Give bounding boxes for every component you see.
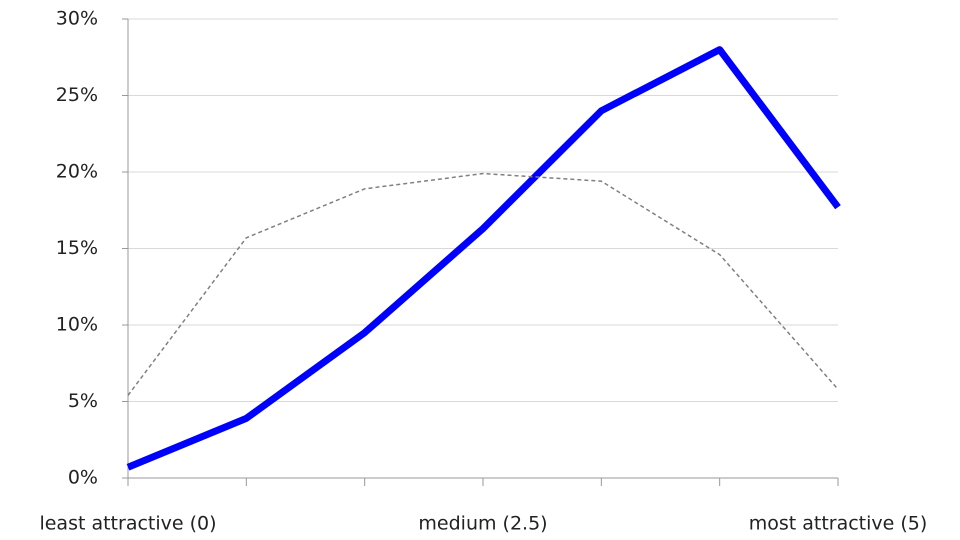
x-tick-label: most attractive (5) — [749, 513, 928, 535]
y-tick-label: 20% — [56, 161, 98, 183]
y-tick-label: 10% — [56, 314, 98, 336]
y-tick-label: 5% — [68, 390, 98, 412]
series-line — [127, 172, 839, 396]
x-tick-label: least attractive (0) — [39, 513, 216, 535]
y-tick-label: 0% — [68, 467, 98, 489]
series-line — [126, 46, 841, 471]
x-tick-label: medium (2.5) — [418, 513, 547, 535]
y-tick-label: 15% — [56, 237, 98, 259]
y-tick-label: 30% — [56, 8, 98, 30]
y-tick-label: 25% — [56, 84, 98, 106]
